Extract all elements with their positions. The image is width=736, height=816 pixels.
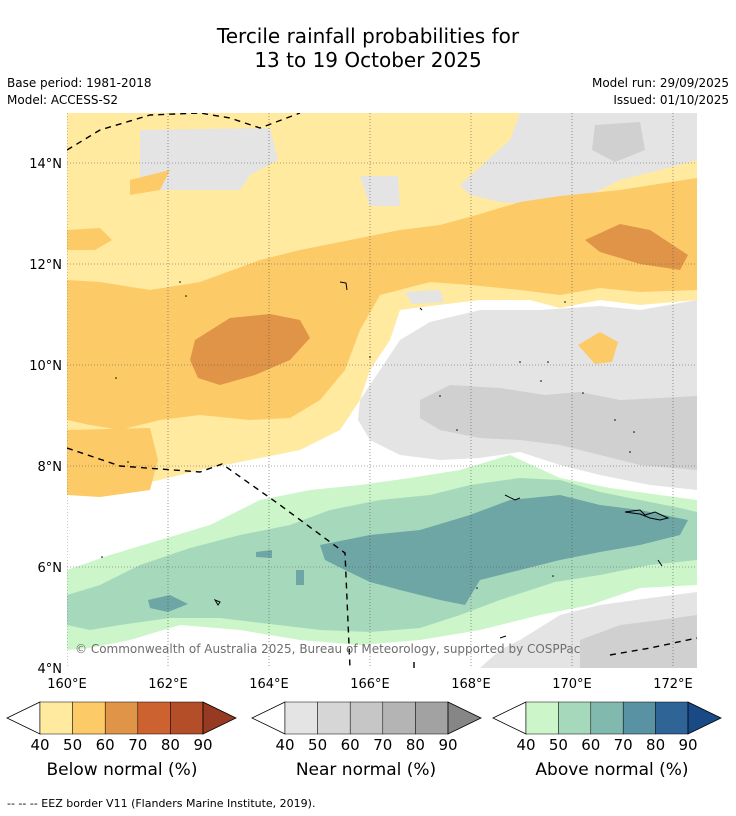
title-line-1: Tercile rainfall probabilities for: [216, 24, 520, 48]
model-run: Model run: 29/09/2025: [591, 76, 729, 90]
near-normal-50-southeast: [580, 615, 697, 668]
above-normal-60-dot-patch: [296, 570, 304, 585]
colorbar-near-upper-arrow: [447, 701, 482, 735]
islands: [213, 281, 670, 639]
island-dots: [101, 281, 635, 589]
colorbar-above-segment: [558, 701, 592, 735]
colorbar-near-tick: 90: [438, 736, 457, 754]
colorbar-near-segment: [284, 701, 318, 735]
colorbar-above-segment: [525, 701, 559, 735]
colorbar-below-segment: [39, 701, 73, 735]
above-normal-60-region: [320, 495, 688, 605]
colorbar-below-tick: 90: [193, 736, 212, 754]
lat-label: 14°N: [29, 157, 62, 172]
near-normal-40-top-patch: [140, 128, 278, 190]
colorbar-near-segment: [382, 701, 416, 735]
colorbar-near-tick: 60: [341, 736, 360, 754]
colorbar-near-lower-arrow: [251, 701, 286, 735]
lon-axis: 160°E 162°E 164°E 166°E 168°E 170°E 172°…: [47, 677, 693, 692]
gridlines: [67, 113, 697, 668]
lat-label: 10°N: [29, 359, 62, 374]
map-fields: [67, 113, 697, 668]
colorbar-above-tick: 60: [581, 736, 600, 754]
colorbar-near-tick: 40: [275, 736, 294, 754]
above-normal-60-small-patch: [256, 550, 272, 558]
above-normal-60-west-patch: [148, 595, 188, 612]
colorbar-above-segment: [655, 701, 689, 735]
below-normal-60-east: [585, 224, 688, 270]
colorbar-near-tick: 80: [406, 736, 425, 754]
eez-footnote: -- -- -- EEZ border V11 (Flanders Marine…: [7, 797, 316, 810]
colorbar-above-upper-arrow: [687, 701, 722, 735]
lat-label: 6°N: [38, 561, 63, 576]
colorbar-above-tick: 70: [614, 736, 633, 754]
below-normal-label: Below normal (%): [46, 760, 198, 780]
colorbar-above-segment: [590, 701, 624, 735]
colorbar-below-segment: [170, 701, 204, 735]
lon-label: 160°E: [47, 677, 87, 692]
colorbar-below-segment: [104, 701, 139, 735]
colorbar-near-segment: [415, 701, 449, 735]
below-normal-60-central: [190, 314, 310, 385]
colorbar-above-segment: [622, 701, 656, 735]
lat-label: 8°N: [38, 460, 63, 475]
lat-axis: 14°N 12°N 10°N 8°N 6°N 4°N: [29, 157, 62, 677]
lat-label: 12°N: [29, 258, 62, 273]
model-name: Model: ACCESS-S2: [7, 93, 119, 107]
colorbar-below-segment: [137, 701, 171, 735]
title-line-2: 13 to 19 October 2025: [254, 48, 482, 72]
issued-date: Issued: 01/10/2025: [613, 93, 729, 107]
lon-label: 170°E: [552, 677, 592, 692]
colorbar-below-lower-arrow: [6, 701, 41, 735]
colorbars: 40 50 60 70 80 90 40 50 60 70 80 90 40 50 60 70 80 90: [6, 701, 722, 754]
near-normal-50-central-east: [420, 385, 697, 470]
colorbar-near-segment: [317, 701, 351, 735]
colorbar-near-tick: 70: [373, 736, 392, 754]
lon-label: 168°E: [451, 677, 491, 692]
colorbar-below-upper-arrow: [202, 701, 237, 735]
lon-label: 166°E: [350, 677, 390, 692]
below-normal-50-southwest-patch: [67, 428, 158, 497]
lon-label: 162°E: [148, 677, 188, 692]
above-normal-label: Above normal (%): [535, 760, 689, 780]
colorbar-above-tick: 50: [549, 736, 568, 754]
below-normal-50-east-patch: [578, 332, 618, 364]
near-normal-40-small-patch: [405, 290, 444, 304]
colorbar-below-tick: 70: [128, 736, 147, 754]
colorbar-near-tick: 50: [308, 736, 327, 754]
colorbar-below-tick: 80: [161, 736, 180, 754]
colorbar-below-tick: 50: [63, 736, 82, 754]
near-normal-50-northeast: [592, 122, 645, 162]
colorbar-above-tick: 90: [678, 736, 697, 754]
copyright-notice: © Commonwealth of Australia 2025, Bureau…: [75, 642, 580, 656]
near-normal-40-top-patch-2: [360, 176, 400, 206]
colorbar-above-tick: 80: [646, 736, 665, 754]
colorbar-near-segment: [349, 701, 384, 735]
near-normal-label: Near normal (%): [295, 760, 437, 780]
colorbar-below-tick: 40: [30, 736, 49, 754]
colorbar-above-tick: 40: [516, 736, 535, 754]
lon-label: 172°E: [653, 677, 693, 692]
base-period: Base period: 1981-2018: [7, 76, 152, 90]
colorbar-below-segment: [72, 701, 106, 735]
eez-borders: [67, 113, 697, 668]
colorbar-below-tick: 60: [96, 736, 115, 754]
colorbar-above-lower-arrow: [492, 701, 527, 735]
below-normal-50-top-patch: [130, 170, 170, 195]
lon-label: 164°E: [249, 677, 289, 692]
below-normal-50-west-patch: [67, 228, 112, 250]
lat-label: 4°N: [38, 662, 63, 677]
